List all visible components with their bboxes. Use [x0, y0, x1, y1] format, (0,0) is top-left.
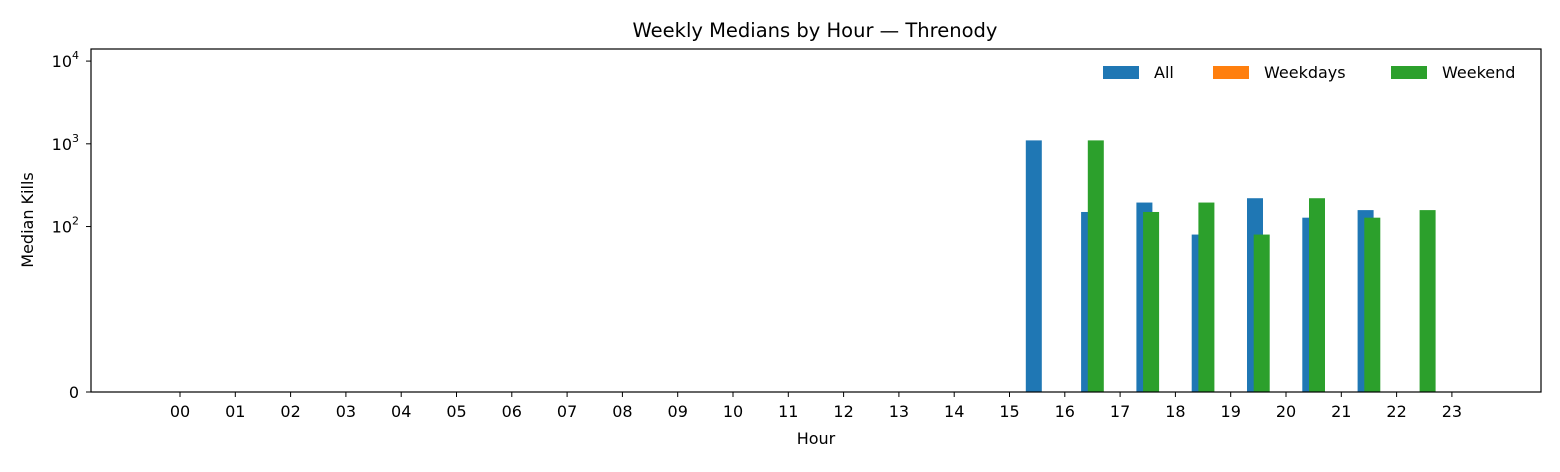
x-tick-label: 08 — [612, 402, 632, 421]
plot-frame — [90, 48, 1542, 393]
x-tick-label: 23 — [1442, 402, 1462, 421]
bar-weekend-19 — [1253, 234, 1270, 392]
x-tick-label: 11 — [778, 402, 798, 421]
bar-weekend-20 — [1309, 198, 1325, 392]
legend-label-all: All — [1154, 63, 1174, 82]
x-tick-label: 16 — [1055, 402, 1075, 421]
bar-weekend-18 — [1198, 202, 1215, 392]
x-tick-label: 12 — [833, 402, 853, 421]
bar-weekend-17 — [1143, 211, 1160, 392]
x-tick-label: 18 — [1165, 402, 1185, 421]
x-tick-label: 05 — [446, 402, 466, 421]
y-axis: 0 102 103 104 — [52, 49, 91, 402]
x-tick-label: 01 — [225, 402, 245, 421]
x-tick-label: 22 — [1386, 402, 1406, 421]
y-axis-title: Median Kills — [18, 172, 37, 267]
x-tick-label: 20 — [1276, 402, 1296, 421]
x-tick-label: 09 — [668, 402, 688, 421]
x-tick-label: 14 — [944, 402, 964, 421]
x-tick-label: 21 — [1331, 402, 1351, 421]
chart-title: Weekly Medians by Hour — Threnody — [633, 19, 998, 42]
bar-weekend-21 — [1364, 217, 1381, 392]
y-tick-label: 103 — [52, 132, 79, 154]
x-tick-label: 04 — [391, 402, 411, 421]
bar-weekend-22 — [1419, 210, 1436, 392]
x-tick-label: 03 — [336, 402, 356, 421]
y-tick-label: 104 — [52, 49, 79, 71]
legend-label-weekdays: Weekdays — [1264, 63, 1346, 82]
x-tick-label: 19 — [1221, 402, 1241, 421]
legend: All Weekdays Weekend — [1103, 63, 1515, 82]
x-tick-label: 02 — [280, 402, 300, 421]
x-tick-label: 10 — [723, 402, 743, 421]
x-axis-title: Hour — [797, 429, 836, 448]
x-tick-label: 07 — [557, 402, 577, 421]
legend-label-weekend: Weekend — [1442, 63, 1515, 82]
x-tick-label: 15 — [999, 402, 1019, 421]
legend-swatch-weekdays — [1213, 66, 1249, 79]
x-tick-label: 06 — [502, 402, 522, 421]
legend-swatch-all — [1103, 66, 1139, 79]
bar-all-16 — [1025, 140, 1042, 392]
x-tick-label: 00 — [170, 402, 190, 421]
bars-layer — [1025, 140, 1436, 392]
legend-swatch-weekend — [1391, 66, 1427, 79]
y-tick-label: 0 — [69, 383, 79, 402]
y-tick-label: 102 — [52, 215, 79, 237]
x-tick-label: 13 — [889, 402, 909, 421]
x-tick-label: 17 — [1110, 402, 1130, 421]
bar-weekend-16 — [1087, 140, 1104, 392]
x-axis: 00 01 02 03 04 05 06 07 08 09 10 11 12 13 14 15 16 17 18 19… — [170, 392, 1462, 421]
